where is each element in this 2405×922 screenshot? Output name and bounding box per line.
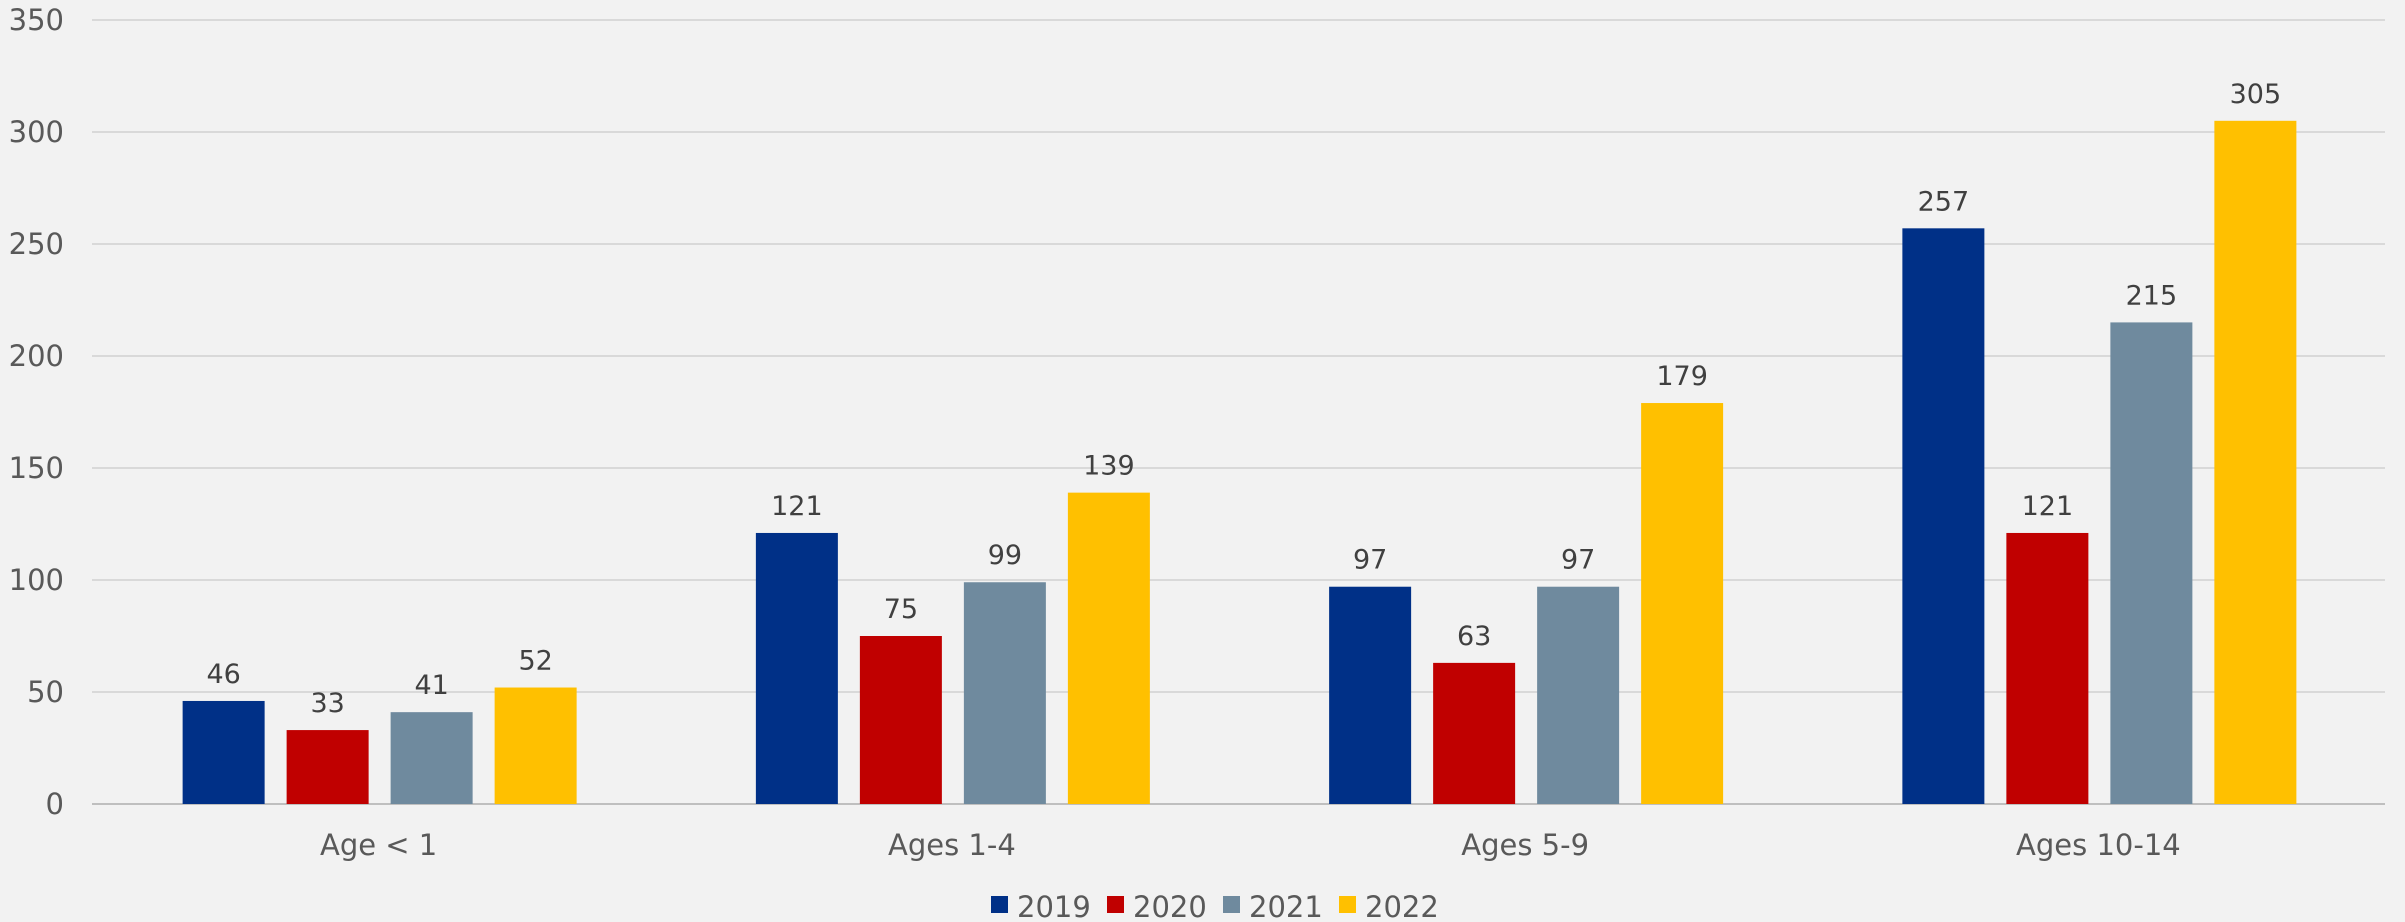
data-labels: 46 33 41 52 121 75 99 139 97 63 97 179 257 121 215 305 (206, 79, 2281, 719)
bar-2020-1 (286, 730, 369, 804)
data-label: 215 (2126, 280, 2178, 311)
y-tick-label: 0 (46, 787, 64, 821)
y-axis: 0 50 100 150 200 250 300 350 (9, 3, 64, 821)
bar-2021-2 (963, 582, 1046, 804)
y-tick-label: 350 (9, 3, 64, 37)
bar-2019-3 (1329, 586, 1412, 804)
bar-2020-3 (1433, 662, 1516, 804)
legend-item-2021: 2021 (1223, 890, 1323, 922)
data-label: 139 (1083, 451, 1135, 482)
x-axis: Age < 1 Ages 1-4 Ages 5-9 Ages 10-14 (320, 828, 2181, 862)
y-tick-label: 150 (9, 451, 64, 485)
data-label: 52 (518, 646, 552, 677)
data-label: 99 (988, 540, 1022, 571)
bar-2021-3 (1537, 586, 1620, 804)
category-label: Age < 1 (320, 828, 437, 862)
gridlines (92, 19, 2385, 805)
y-tick-label: 300 (9, 115, 64, 149)
data-label: 63 (1457, 621, 1491, 652)
y-tick-label: 50 (27, 675, 64, 709)
category-label: Ages 1-4 (888, 828, 1016, 862)
bar-2022-4 (2214, 120, 2297, 805)
y-tick-label: 200 (9, 339, 64, 373)
data-label: 33 (310, 688, 344, 719)
y-tick-label: 250 (9, 227, 64, 261)
bar-2019-1 (182, 700, 265, 804)
bar-2021-4 (2110, 322, 2193, 804)
y-tick-label: 100 (9, 563, 64, 597)
bar-2020-4 (2006, 532, 2089, 804)
legend-item-2019: 2019 (991, 890, 1091, 922)
data-label: 257 (1918, 186, 1970, 217)
bar-2020-2 (859, 636, 942, 804)
data-label: 46 (206, 659, 240, 690)
data-label: 305 (2230, 79, 2282, 110)
legend-swatch (1107, 896, 1124, 913)
data-label: 97 (1561, 545, 1595, 576)
category-label: Ages 5-9 (1461, 828, 1589, 862)
legend-item-2022: 2022 (1339, 890, 1439, 922)
data-label: 179 (1656, 361, 1708, 392)
legend-swatch (991, 896, 1008, 913)
legend-swatch (1339, 896, 1356, 913)
legend: 2019 2020 2021 2022 (991, 890, 1439, 922)
data-label: 121 (771, 491, 823, 522)
bars (182, 120, 2297, 805)
bar-2019-2 (755, 532, 838, 804)
bar-2022-2 (1067, 492, 1150, 804)
legend-label: 2021 (1249, 890, 1323, 922)
legend-label: 2019 (1017, 890, 1091, 922)
bar-2022-3 (1641, 403, 1724, 804)
legend-label: 2020 (1133, 890, 1207, 922)
bar-2022-1 (494, 687, 577, 804)
data-label: 41 (414, 670, 448, 701)
bar-2019-4 (1902, 228, 1985, 804)
data-label: 75 (884, 594, 918, 625)
data-label: 97 (1353, 545, 1387, 576)
category-label: Ages 10-14 (2016, 828, 2181, 862)
bar-2021-1 (390, 712, 473, 804)
legend-swatch (1223, 896, 1240, 913)
data-label: 121 (2022, 491, 2074, 522)
legend-label: 2022 (1365, 890, 1439, 922)
legend-item-2020: 2020 (1107, 890, 1207, 922)
